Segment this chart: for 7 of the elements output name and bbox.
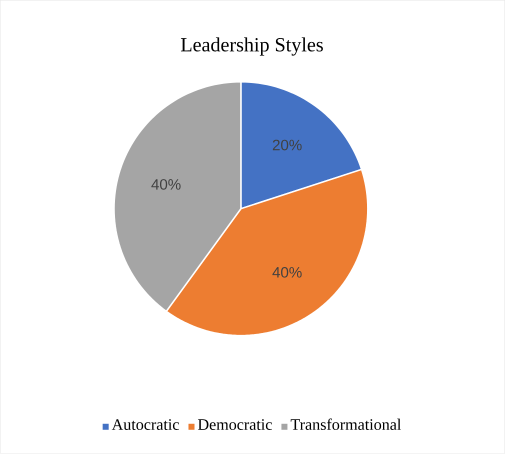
chart-title: Leadership Styles [180,38,323,56]
legend-label: Democratic [198,419,272,430]
data-label: 40% [151,179,181,190]
data-label: 20% [272,140,302,151]
data-label: 40% [272,267,302,278]
legend-label: Autocratic [112,419,179,430]
legend-label: Transformational [290,418,402,430]
